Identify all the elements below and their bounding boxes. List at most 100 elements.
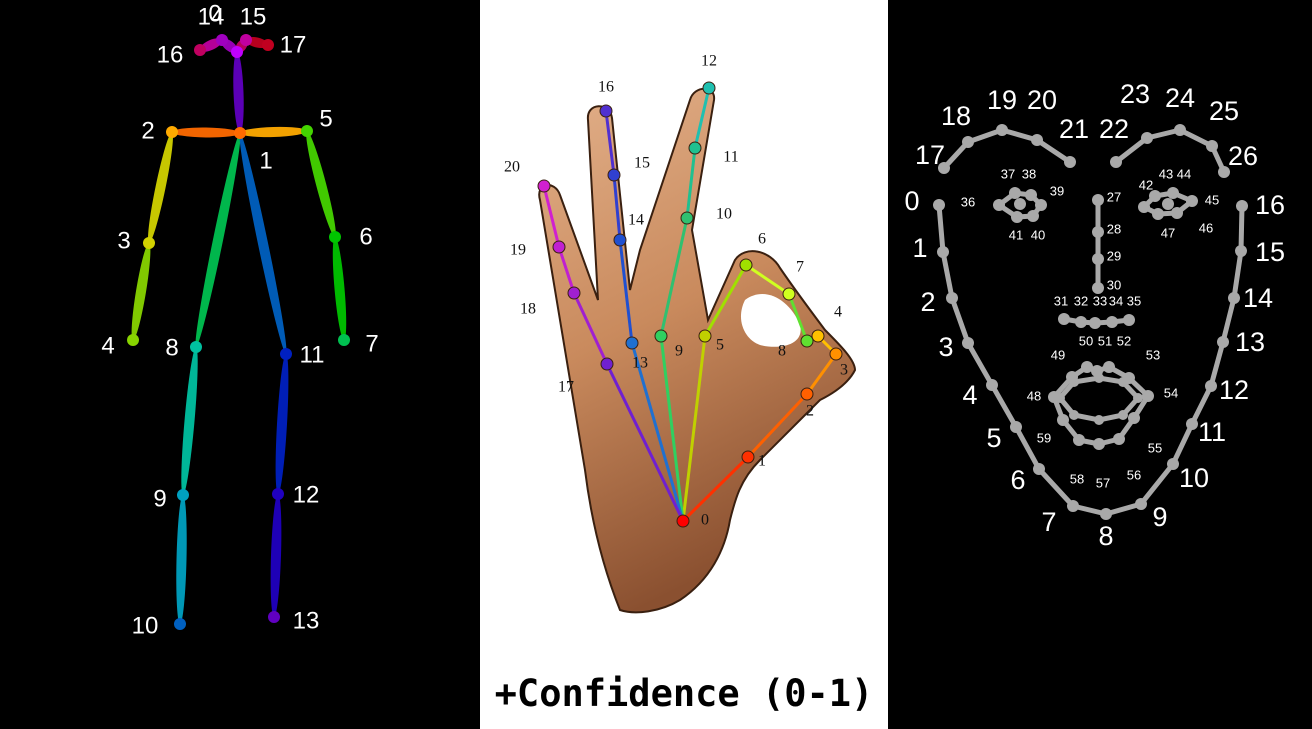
face-keypoint	[1031, 134, 1043, 146]
body-keypoint	[329, 231, 341, 243]
face-keypoint-label: 58	[1070, 471, 1084, 486]
body-keypoint	[231, 46, 243, 58]
right-pupil	[1162, 198, 1174, 210]
face-keypoint-label: 46	[1199, 220, 1213, 235]
face-keypoint-label: 40	[1031, 227, 1045, 242]
face-keypoint	[962, 136, 974, 148]
face-keypoint	[1206, 140, 1218, 152]
hand-keypoint-label: 13	[632, 355, 648, 372]
face-keypoint	[1064, 156, 1076, 168]
face-keypoint-label: 13	[1235, 327, 1265, 357]
face-keypoint	[1218, 166, 1230, 178]
face-keypoint-label: 31	[1054, 293, 1068, 308]
body-limb	[332, 236, 347, 341]
face-keypoint-label: 32	[1074, 293, 1088, 308]
face-keypoint-label: 24	[1165, 83, 1195, 113]
hand-bone	[659, 335, 685, 522]
body-keypoint	[143, 237, 155, 249]
body-keypoint-label: 15	[240, 3, 267, 30]
hand-bone	[605, 363, 685, 522]
face-keypoint-label: 1	[912, 233, 927, 263]
body-limb	[181, 346, 198, 496]
face-keypoint	[1100, 508, 1112, 520]
face-keypoint	[1103, 361, 1115, 373]
body-limb	[239, 132, 287, 355]
face-inner-lip-point	[1118, 410, 1128, 420]
face-keypoint-label: 19	[987, 85, 1017, 115]
face-keypoint-label: 52	[1117, 333, 1131, 348]
body-limb	[239, 126, 308, 138]
face-keypoint	[1092, 253, 1104, 265]
face-inner-lip-point	[1133, 393, 1143, 403]
hand-bone	[604, 110, 616, 176]
hand-keypoint-label: 15	[634, 155, 650, 172]
hand-keypoint	[599, 104, 613, 118]
face-keypoint-label: 38	[1022, 166, 1036, 181]
face-keypoint-label: 37	[1001, 166, 1015, 181]
left-pupil	[1014, 198, 1026, 210]
hand-keypoint-label: 6	[758, 231, 766, 248]
face-keypoint-label: 35	[1127, 293, 1141, 308]
body-keypoint	[338, 334, 350, 346]
face-keypoint-label: 25	[1209, 96, 1239, 126]
hand-keypoint-label: 17	[558, 379, 574, 396]
hand-bone	[703, 264, 748, 337]
body-keypoint-label: 6	[359, 223, 372, 250]
face-keypoint	[1092, 226, 1104, 238]
face-keypoint	[1141, 132, 1153, 144]
body-limb	[233, 51, 244, 134]
body-keypoint	[280, 348, 292, 360]
hand-keypoint-label: 16	[598, 79, 614, 96]
body-keypoint-label: 5	[319, 105, 332, 132]
hand-bone	[745, 263, 790, 296]
face-keypoint-label: 47	[1161, 225, 1175, 240]
body-keypoint-label: 16	[157, 41, 184, 68]
body-limb	[195, 132, 241, 348]
face-keypoint	[1081, 361, 1093, 373]
face-keypoint-label: 55	[1148, 440, 1162, 455]
hand-keypoint-label: 18	[520, 301, 536, 318]
body-keypoint-label: 11	[300, 341, 325, 368]
body-keypoint	[234, 127, 246, 139]
hand-keypoint	[800, 334, 814, 348]
face-keypoint	[1011, 211, 1023, 223]
hand-bone	[681, 455, 750, 523]
hand-keypoint	[811, 329, 825, 343]
hand-keypoint	[698, 329, 712, 343]
face-keypoint-label: 57	[1096, 475, 1110, 490]
body-keypoint	[194, 44, 206, 56]
face-keypoint	[1009, 187, 1021, 199]
hand-keypoint	[680, 211, 694, 225]
body-keypoint	[262, 39, 274, 51]
hand-bone	[685, 147, 697, 219]
body-keypoint-label: 4	[101, 332, 114, 359]
body-keypoint-label: 0	[208, 0, 221, 27]
hand-keypoint-label: 9	[675, 343, 683, 360]
face-keypoint-label: 41	[1009, 227, 1023, 242]
face-keypoint-label: 36	[961, 194, 975, 209]
body-keypoint	[216, 34, 228, 46]
face-keypoint	[1058, 313, 1070, 325]
face-keypoint-label: 11	[1198, 417, 1226, 447]
hand-bone	[805, 353, 838, 395]
face-keypoint-label: 17	[915, 140, 945, 170]
face-keypoint	[1075, 316, 1087, 328]
hand-keypoint	[625, 336, 639, 350]
body-keypoint	[240, 34, 252, 46]
hand-keypoint-label: 19	[510, 242, 526, 259]
face-keypoint-label: 30	[1107, 277, 1121, 292]
face-keypoint-label: 49	[1051, 347, 1065, 362]
face-keypoint-label: 7	[1041, 507, 1056, 537]
body-keypoint	[127, 334, 139, 346]
face-keypoint-label: 27	[1107, 189, 1121, 204]
hand-keypoint	[829, 347, 843, 361]
face-keypoint-label: 23	[1120, 79, 1150, 109]
body-limb	[171, 127, 241, 138]
face-keypoint-label: 42	[1139, 177, 1153, 192]
hand-keypoint-label: 7	[796, 259, 804, 276]
body-keypoint-label: 13	[293, 607, 320, 634]
body-keypoint	[166, 126, 178, 138]
face-keypoint	[1236, 200, 1248, 212]
